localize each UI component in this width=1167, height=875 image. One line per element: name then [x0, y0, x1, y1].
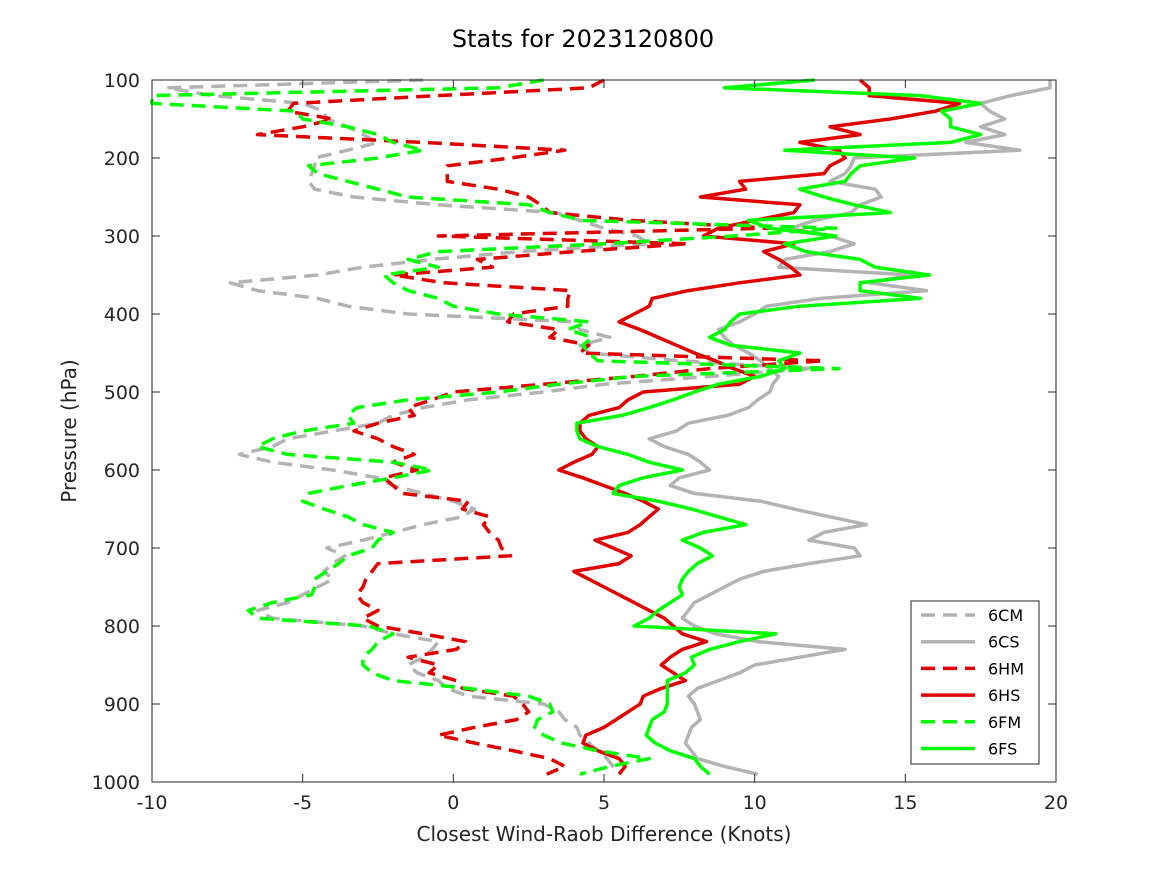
series-line-6fm — [150, 78, 841, 776]
series-line-6cs — [647, 80, 1052, 776]
y-tick-label: 900 — [104, 694, 140, 716]
x-tick-label: 5 — [598, 792, 610, 814]
x-tick-label: 15 — [893, 792, 917, 814]
series-line-6cm — [165, 78, 814, 776]
legend-label-6fs: 6FS — [988, 740, 1017, 759]
x-tick-label: 0 — [447, 792, 459, 814]
legend-label-6cm: 6CM — [988, 606, 1023, 625]
y-tick-label: 600 — [104, 460, 140, 482]
x-tick-label: -10 — [136, 792, 167, 814]
y-tick-label: 100 — [104, 70, 140, 92]
y-tick-label: 300 — [104, 226, 140, 248]
y-axis-label: Pressure (hPa) — [57, 359, 81, 502]
x-axis-label: Closest Wind-Raob Difference (Knots) — [417, 822, 792, 846]
series-line-6fs — [575, 78, 983, 776]
x-tick-label: 10 — [743, 792, 767, 814]
legend-label-6fm: 6FM — [988, 713, 1021, 732]
y-tick-label: 800 — [104, 616, 140, 638]
legend-label-6hs: 6HS — [988, 686, 1020, 705]
legend-box — [910, 600, 1040, 765]
y-tick-label: 400 — [104, 304, 140, 326]
series-line-6hm — [255, 78, 826, 776]
chart-title: Stats for 2023120800 — [452, 25, 714, 53]
y-tick-label: 1000 — [92, 772, 140, 794]
y-tick-label: 200 — [104, 148, 140, 170]
legend: 6CM 6CS 6HM 6HS 6FM 6FS — [910, 600, 1040, 765]
y-tick-label: 700 — [104, 538, 140, 560]
x-tick-label: -5 — [293, 792, 312, 814]
x-tick-label: 20 — [1044, 792, 1068, 814]
y-tick-label: 500 — [104, 382, 140, 404]
legend-label-6hm: 6HM — [988, 659, 1024, 678]
series-layer — [150, 78, 1052, 776]
tick-layer: -10 -5 0 5 10 15 20 100 200 300 400 500 600 700 800 900… — [92, 70, 1068, 814]
series-line-6hs — [557, 78, 962, 776]
legend-label-6cs: 6CS — [988, 633, 1020, 652]
